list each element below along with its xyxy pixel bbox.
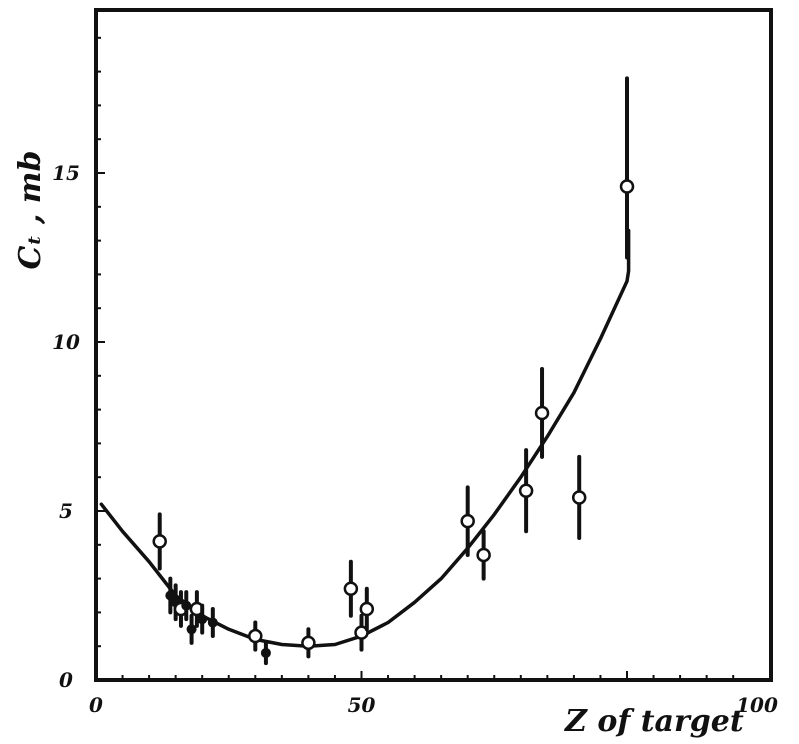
y-tick-label: 0 — [59, 668, 73, 692]
open-marker — [301, 635, 316, 651]
filled-marker — [165, 590, 176, 601]
filled-marker — [181, 600, 192, 611]
open-marker — [619, 179, 635, 194]
filled-marker — [197, 614, 208, 625]
y-tick-label: 10 — [52, 330, 80, 354]
open-marker — [248, 628, 263, 644]
open-marker — [354, 625, 369, 640]
data-point — [619, 76, 635, 260]
open-marker — [460, 513, 475, 529]
open-marker — [152, 534, 167, 549]
x-tick-labels: 0 50 100 — [89, 693, 778, 717]
x-tick-label: 100 — [736, 693, 778, 717]
y-tick-labels: 0 5 10 15 — [52, 161, 80, 692]
open-marker — [571, 490, 587, 505]
data-point — [518, 448, 534, 534]
x-tick-label: 0 — [89, 693, 103, 717]
data-point — [181, 590, 192, 622]
data-point — [301, 627, 316, 659]
y-axis-label: Cₜ , mb — [13, 150, 48, 269]
data-point — [343, 559, 359, 618]
data-point — [152, 512, 167, 571]
y-tick-label: 15 — [52, 161, 80, 185]
open-marker — [518, 483, 534, 498]
x-axis-label: Z of target — [564, 704, 744, 739]
data-point — [165, 576, 176, 615]
data-point — [571, 454, 587, 541]
open-marker — [534, 405, 550, 421]
filled-marker — [207, 617, 218, 628]
open-marker — [343, 581, 359, 596]
data-point — [260, 640, 271, 666]
fit-curve — [99, 228, 631, 648]
x-tick-label: 50 — [348, 693, 376, 717]
axis-ticks — [95, 36, 735, 681]
data-point — [186, 613, 197, 645]
filled-marker — [186, 624, 197, 635]
y-tick-label: 5 — [59, 499, 73, 523]
data-point — [476, 529, 491, 581]
data-point — [248, 620, 263, 652]
data-point — [534, 367, 550, 459]
filled-marker — [260, 647, 271, 658]
plot-frame — [94, 8, 773, 682]
open-marker — [359, 601, 375, 617]
data-point — [354, 613, 369, 652]
data-point — [359, 586, 375, 632]
open-marker — [476, 547, 491, 563]
data-point — [197, 603, 208, 635]
data-point — [460, 485, 475, 557]
data-points — [152, 76, 635, 666]
data-point — [207, 607, 218, 639]
